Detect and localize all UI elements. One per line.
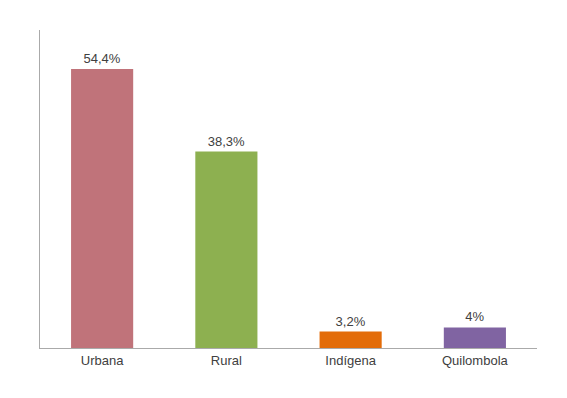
svg-text:4%: 4% [465, 309, 484, 324]
svg-text:Quilombola: Quilombola [442, 353, 509, 368]
svg-text:3,2%: 3,2% [336, 314, 366, 329]
svg-text:Indígena: Indígena [325, 353, 376, 368]
svg-text:38,3%: 38,3% [208, 134, 245, 149]
svg-text:Urbana: Urbana [81, 353, 124, 368]
svg-text:54,4%: 54,4% [83, 51, 120, 66]
svg-text:Rural: Rural [211, 353, 242, 368]
